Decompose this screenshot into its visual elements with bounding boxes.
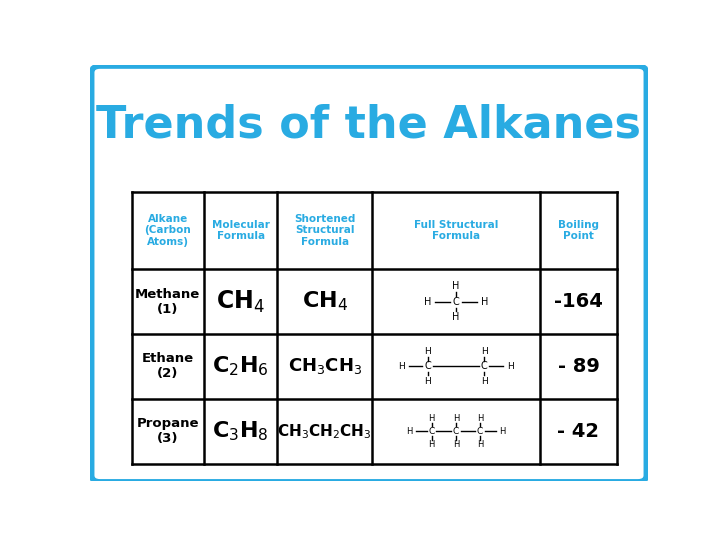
Text: H: H — [424, 376, 431, 386]
Text: C: C — [477, 427, 483, 436]
Text: Full Structural
Formula: Full Structural Formula — [414, 220, 498, 241]
Text: H: H — [481, 376, 487, 386]
Text: H: H — [452, 313, 459, 322]
Text: H: H — [406, 427, 413, 436]
Text: Alkane
(Carbon
Atoms): Alkane (Carbon Atoms) — [145, 214, 191, 247]
Text: H: H — [452, 281, 459, 291]
Text: Shortened
Structural
Formula: Shortened Structural Formula — [294, 214, 356, 247]
Text: Propane
(3): Propane (3) — [137, 417, 199, 446]
Text: - 89: - 89 — [557, 357, 600, 376]
Text: H: H — [507, 362, 514, 371]
Text: C$_2$H$_6$: C$_2$H$_6$ — [212, 355, 269, 378]
Text: H: H — [398, 362, 405, 371]
Text: C: C — [453, 427, 459, 436]
Text: H: H — [428, 414, 435, 423]
Text: CH$_3$CH$_2$CH$_3$: CH$_3$CH$_2$CH$_3$ — [277, 422, 372, 441]
Text: Molecular
Formula: Molecular Formula — [212, 220, 269, 241]
Text: C: C — [424, 361, 431, 372]
Text: -164: -164 — [554, 292, 603, 311]
Text: H: H — [481, 347, 487, 356]
Text: Trends of the Alkanes: Trends of the Alkanes — [96, 104, 642, 146]
Text: CH$_4$: CH$_4$ — [302, 290, 348, 313]
Text: Boiling
Point: Boiling Point — [558, 220, 599, 241]
Text: C$_3$H$_8$: C$_3$H$_8$ — [212, 420, 269, 443]
Text: C: C — [452, 296, 459, 307]
Text: H: H — [500, 427, 506, 436]
Text: CH$_3$CH$_3$: CH$_3$CH$_3$ — [287, 356, 362, 376]
Text: H: H — [424, 347, 431, 356]
Text: H: H — [477, 414, 483, 423]
Text: H: H — [481, 296, 488, 307]
Text: Ethane
(2): Ethane (2) — [142, 353, 194, 381]
Text: - 42: - 42 — [557, 422, 600, 441]
Text: H: H — [428, 440, 435, 449]
Text: C: C — [481, 361, 487, 372]
Text: H: H — [453, 414, 459, 423]
FancyBboxPatch shape — [91, 66, 647, 482]
Text: H: H — [424, 296, 431, 307]
Text: H: H — [453, 440, 459, 449]
Text: H: H — [477, 440, 483, 449]
Text: CH$_4$: CH$_4$ — [216, 288, 265, 315]
Text: Methane
(1): Methane (1) — [135, 288, 200, 316]
Text: C: C — [428, 427, 435, 436]
